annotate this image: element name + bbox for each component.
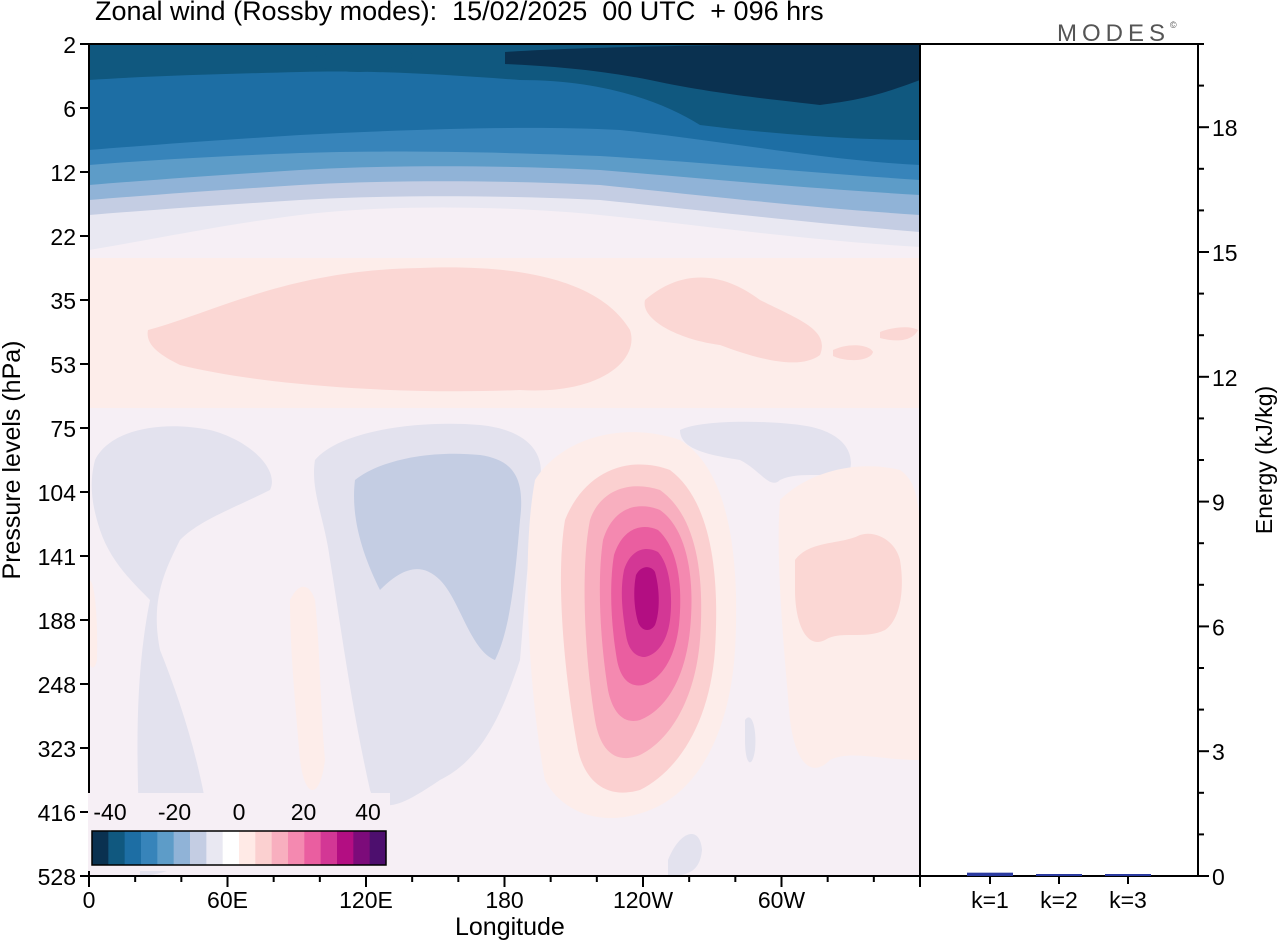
x-tick-label: 60W <box>758 887 806 913</box>
colorbar-swatch <box>239 831 256 865</box>
colorbar: -40 -20 0 20 40 <box>88 793 390 871</box>
y-tick-label: 188 <box>38 608 76 634</box>
y-tick-label: 35 <box>50 288 76 314</box>
energy-bars: k=1 k=2 k=3 <box>967 872 1151 913</box>
bar-category-label: k=1 <box>971 887 1009 913</box>
energy-tick-label: 18 <box>1212 115 1238 141</box>
longitude-axis: 0 60E 120E 180 120W 60W <box>83 876 921 913</box>
colorbar-swatch <box>108 831 126 865</box>
pressure-axis: 2 6 12 22 35 53 75 104 141 188 248 323 416 528 <box>38 32 89 890</box>
energy-tick-label: 15 <box>1212 240 1238 266</box>
y-tick-label: 323 <box>38 736 76 762</box>
y-tick-label: 12 <box>50 160 76 186</box>
energy-panel-frame <box>919 43 1199 877</box>
y-tick-label: 2 <box>63 32 76 58</box>
colorbar-label: 40 <box>355 799 381 825</box>
bar-category-label: k=3 <box>1109 887 1147 913</box>
jet-core <box>634 567 659 631</box>
colorbar-label: 20 <box>291 799 317 825</box>
colorbar-swatch <box>190 831 207 865</box>
energy-tick-label: 0 <box>1212 864 1225 890</box>
y-tick-label: 141 <box>38 544 76 570</box>
positive-band-core-east <box>644 277 822 363</box>
negative-cell-central-core <box>354 453 522 660</box>
y-tick-label: 528 <box>38 864 76 890</box>
x-tick-label: 0 <box>83 887 96 913</box>
energy-tick-label: 3 <box>1212 739 1225 765</box>
negative-cell-east <box>680 421 851 483</box>
brand-logo: MODES© <box>1057 20 1177 48</box>
colorbar-swatch <box>141 831 158 865</box>
bar-category-label: k=2 <box>1040 887 1078 913</box>
negative-cell-west <box>91 426 272 876</box>
colorbar-swatch <box>222 831 240 865</box>
brand-name: MODES <box>1057 20 1171 47</box>
x-tick-label: 120W <box>613 887 673 913</box>
colorbar-label: 0 <box>233 799 246 825</box>
wind-field <box>89 44 920 876</box>
colorbar-swatch <box>288 831 305 865</box>
positive-strip-edge <box>89 580 98 668</box>
colorbar-swatch <box>337 831 354 865</box>
chart-title: Zonal wind (Rossby modes): 15/02/2025 00… <box>95 0 824 26</box>
colorbar-swatch <box>304 831 322 865</box>
y-tick-label: 53 <box>50 352 76 378</box>
x-tick-label: 120E <box>339 887 393 913</box>
x-tick-label: 180 <box>485 887 523 913</box>
positive-band-blob <box>880 327 918 341</box>
energy-tick-label: 6 <box>1212 614 1225 640</box>
colorbar-frame <box>91 830 387 866</box>
colorbar-swatch <box>369 831 387 865</box>
colorbar-swatch <box>271 831 289 865</box>
colorbar-label: -40 <box>93 799 126 825</box>
colorbar-swatch <box>124 831 142 865</box>
y-tick-label: 248 <box>38 672 76 698</box>
energy-tick-label: 9 <box>1212 490 1225 516</box>
colorbar-swatch <box>92 831 109 865</box>
positive-east-core <box>795 533 902 642</box>
positive-band-core <box>147 267 632 392</box>
energy-bar <box>1105 874 1151 876</box>
band-8 <box>505 44 920 105</box>
x-axis-label: Longitude <box>455 913 565 941</box>
colorbar-label: -20 <box>158 799 191 825</box>
energy-axis: 0 3 6 9 12 15 18 <box>1198 43 1238 890</box>
positive-strip <box>290 586 325 790</box>
energy-axis-label: Energy (kJ/kg) <box>1251 386 1277 534</box>
colorbar-swatch <box>353 831 371 865</box>
y-tick-label: 416 <box>38 800 76 826</box>
colorbar-swatch <box>206 831 224 865</box>
colorbar-swatch <box>320 831 338 865</box>
x-tick-label: 60E <box>207 887 248 913</box>
negative-blob <box>668 833 702 876</box>
y-tick-label: 22 <box>50 224 76 250</box>
colorbar-swatch <box>255 831 273 865</box>
brand-mark: © <box>1170 20 1177 30</box>
energy-bar <box>967 872 1013 876</box>
y-tick-label: 75 <box>50 416 76 442</box>
energy-tick-label: 12 <box>1212 365 1238 391</box>
colorbar-swatch <box>157 831 175 865</box>
y-axis-label: Pressure levels (hPa) <box>0 341 26 580</box>
y-tick-label: 6 <box>63 96 76 122</box>
positive-band-blob <box>833 345 873 361</box>
y-tick-label: 104 <box>38 480 77 506</box>
colorbar-swatch <box>173 831 191 865</box>
energy-bar <box>1036 874 1082 876</box>
negative-blob <box>745 717 756 763</box>
band-7b <box>310 50 413 72</box>
